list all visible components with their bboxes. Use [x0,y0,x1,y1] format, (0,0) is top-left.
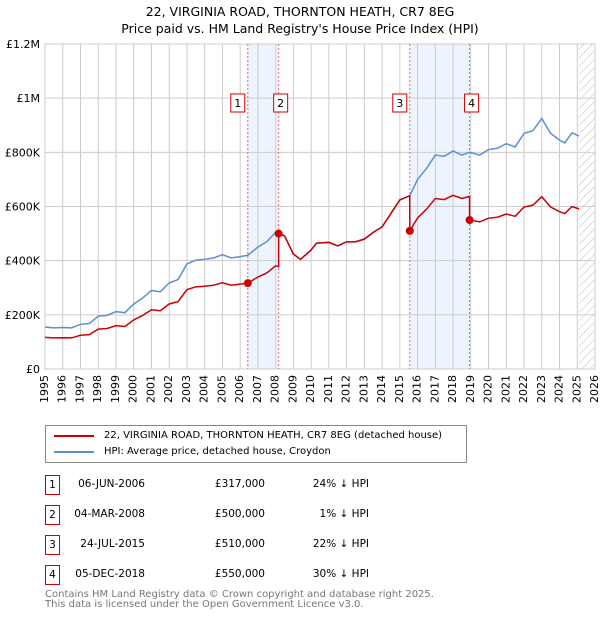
sale-badge-label-4: 4 [468,97,475,110]
sale-point-1 [243,279,252,288]
sale-price: £500,000 [214,508,265,520]
sale-badge-3 [392,93,408,113]
x-tick-label: 2019 [464,375,477,403]
x-tick-label: 2018 [446,375,459,403]
y-tick-label: £200K [5,309,41,322]
x-tick-label: 2022 [517,375,530,403]
x-tick-label: 1998 [91,375,104,403]
y-tick-label: £800K [5,146,41,159]
x-tick-label: 2002 [162,375,175,403]
plot-frame [44,43,596,370]
sale-hpi-diff: 30% ↓ HPI [312,568,369,580]
x-tick-label: 2005 [215,375,228,403]
sale-badge-2 [273,93,289,113]
property-price-line [44,194,580,339]
chart-subtitle: Price paid vs. HM Land Registry's House … [121,21,479,36]
x-tick-label: 2000 [127,375,140,403]
x-tick-label: 2015 [393,375,406,403]
sale-badge-4 [464,93,480,113]
sale-price: £550,000 [214,568,265,580]
sale-hpi-diff: 22% ↓ HPI [312,538,369,550]
x-tick-label: 2020 [482,375,495,403]
chart-title: 22, VIRGINIA ROAD, THORNTON HEATH, CR7 8… [145,4,455,19]
x-tick-label: 2017 [428,375,441,403]
x-tick-label: 2016 [411,375,424,403]
sale-price: £317,000 [214,478,265,490]
x-tick-label: 2001 [144,375,157,403]
x-tick-label: 2011 [322,375,335,403]
hpi-line [44,117,580,329]
x-tick-label: 2013 [357,375,370,403]
x-tick-label: 2007 [251,375,264,403]
sale-point-2 [274,229,283,238]
x-tick-label: 1999 [109,375,122,403]
sale-date: 05-DEC-2018 [75,568,145,580]
sale-hpi-diff: 1% ↓ HPI [319,508,369,520]
x-tick-label: 2026 [588,375,600,403]
legend-hpi-label: HPI: Average price, detached house, Croy… [104,446,331,457]
y-tick-label: £600K [5,201,41,214]
footer-line-1: Contains HM Land Registry data © Crown c… [45,589,434,600]
legend-property-label: 22, VIRGINIA ROAD, THORNTON HEATH, CR7 8… [104,430,443,441]
x-tick-label: 1996 [56,375,69,403]
y-tick-label: £400K [5,255,41,268]
x-tick-label: 1997 [73,375,86,403]
sale-date: 04-MAR-2008 [74,508,145,520]
y-tick-label: £1M [17,92,41,105]
x-tick-label: 2003 [180,375,193,403]
legend: 22, VIRGINIA ROAD, THORNTON HEATH, CR7 8… [45,425,467,463]
sale-badge-1 [230,93,246,113]
sale-date: 24-JUL-2015 [80,538,145,550]
x-tick-label: 2006 [233,375,246,403]
x-tick-label: 2008 [269,375,282,403]
sale-row: 1 06-JUN-2006 £317,000 24% ↓ HPI [45,475,445,495]
sale-badge-label-1: 1 [234,97,241,110]
price-chart: 1995 1996 1997 1998 1999 2000 2001 2002 2003 2004… [5,38,600,403]
sale-price: £510,000 [214,538,265,550]
x-tick-label: 2023 [535,375,548,403]
legend-property-swatch [54,434,94,437]
sale-number: 1 [45,475,60,495]
x-tick-label: 2004 [198,375,211,403]
y-tick-label: £1.2M [6,38,40,51]
sale-badge-label-3: 3 [396,97,403,110]
x-tick-label: 2024 [553,375,566,403]
sale-row: 4 05-DEC-2018 £550,000 30% ↓ HPI [45,565,445,585]
sale-date: 06-JUN-2006 [78,478,145,490]
x-tick-label: 2021 [499,375,512,403]
x-tick-label: 1995 [38,375,51,403]
sale-row: 2 04-MAR-2008 £500,000 1% ↓ HPI [45,505,445,525]
sale-number: 2 [45,505,60,525]
footer-line-2: This data is licensed under the Open Gov… [45,599,364,610]
x-tick-label: 2014 [375,375,388,403]
x-tick-label: 2012 [340,375,353,403]
footer: Contains HM Land Registry data © Crown c… [45,590,434,610]
sale-row: 3 24-JUL-2015 £510,000 22% ↓ HPI [45,535,445,555]
legend-hpi-swatch [54,450,94,453]
sale-hpi-diff: 24% ↓ HPI [312,478,369,490]
sale-point-3 [405,226,414,235]
sale-number: 3 [45,535,60,555]
x-tick-label: 2009 [286,375,299,403]
sale-point-4 [465,216,474,225]
y-tick-label: £0 [26,363,40,376]
x-tick-label: 2025 [570,375,583,403]
sale-number: 4 [45,565,60,585]
x-tick-label: 2010 [304,375,317,403]
sale-badge-label-2: 2 [277,97,284,110]
